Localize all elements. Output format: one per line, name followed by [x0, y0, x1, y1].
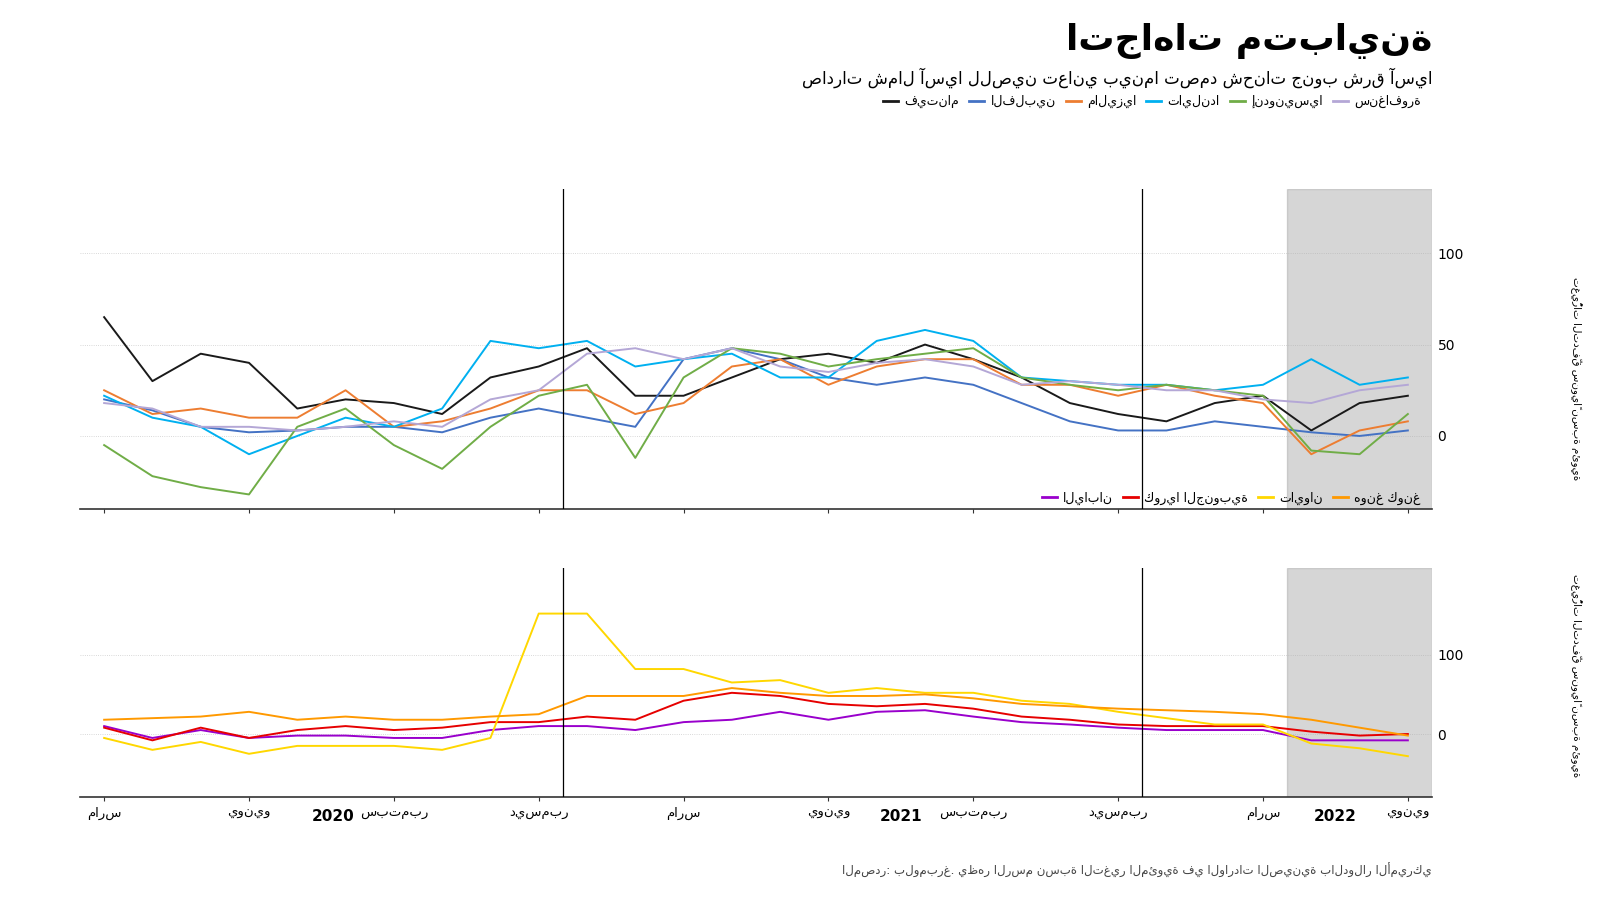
- Legend: فيتنام, الفلبين, ماليزيا, تايلندا, إندونيسيا, سنغافورة: فيتنام, الفلبين, ماليزيا, تايلندا, إندون…: [878, 90, 1426, 114]
- Text: صادرات شمال آسيا للصين تعاني بينما تصمد شحنات جنوب شرق آسيا: صادرات شمال آسيا للصين تعاني بينما تصمد …: [802, 68, 1432, 88]
- Text: 2020: 2020: [312, 809, 355, 824]
- Text: 2021: 2021: [880, 809, 922, 824]
- Bar: [1286, 189, 1432, 509]
- Text: اتجاهات متباينة: اتجاهات متباينة: [1066, 23, 1432, 59]
- Text: المصدر: بلومبرغ. يظهر الرسم نسبة التغير المئوية في الواردات الصينية بالدولار الأ: المصدر: بلومبرغ. يظهر الرسم نسبة التغير …: [842, 863, 1432, 878]
- Bar: [1286, 568, 1432, 797]
- Text: 2022: 2022: [1314, 809, 1357, 824]
- Legend: اليابان, كوريا الجنوبية, تايوان, هونغ كونغ: اليابان, كوريا الجنوبية, تايوان, هونغ كو…: [1037, 487, 1426, 510]
- Text: تغيُّرات التدفّق سنوياً نسبة مئوية: تغيُّرات التدفّق سنوياً نسبة مئوية: [1570, 277, 1582, 480]
- Text: تغيُّرات التدفّق سنوياً نسبة مئوية: تغيُّرات التدفّق سنوياً نسبة مئوية: [1570, 574, 1582, 778]
